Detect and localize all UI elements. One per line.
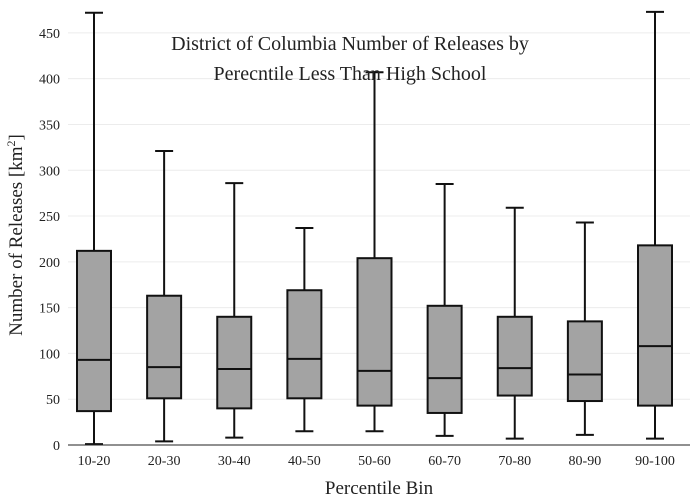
box-80-90 [566,221,603,436]
y-tick-label: 100 [39,347,60,362]
y-axis-label-close: ] [6,134,27,140]
y-tick-label: 450 [39,27,60,42]
x-tick-label: 50-60 [358,454,391,469]
x-tick-label: 70-80 [498,454,531,469]
y-tick-label: 0 [53,439,60,454]
iqr-box [76,249,112,413]
y-tick-label: 200 [39,256,60,271]
iqr-box [216,315,253,410]
box-70-80 [496,206,533,440]
box-50-60 [356,71,393,433]
y-axis-label: Number of Releases [km2] [4,134,27,336]
box-40-50 [286,226,323,433]
chart-title-line-1: District of Columbia Number of Releases … [171,33,529,55]
x-tick-label: 10-20 [78,454,111,469]
x-tick-label: 30-40 [218,454,251,469]
box-20-30 [146,150,183,443]
iqr-box [426,304,463,414]
x-tick-label: 20-30 [148,454,181,469]
iqr-box [356,257,393,407]
iqr-box [566,320,603,403]
x-tick-label: 40-50 [288,454,321,469]
box-30-40 [216,182,253,439]
y-tick-label: 50 [46,393,60,408]
y-tick-label: 300 [39,164,60,179]
x-tick-labels: 10-20 20-30 30-40 40-50 50-60 60-70 70-80 80-90… [78,454,675,469]
y-tick-labels: 0 50 100 150 200 250 300 350 400 450 [39,27,60,454]
x-axis-label: Percentile Bin [325,478,434,499]
y-tick-label: 350 [39,118,60,133]
x-tick-label: 80-90 [569,454,602,469]
iqr-box [146,294,183,400]
box-60-70 [426,183,463,437]
chart-title-line-2: Perecntile Less Than High School [214,63,487,85]
box-10-20 [76,11,112,446]
iqr-box [637,244,673,407]
y-axis-label-superscript: 2 [4,140,18,146]
boxes-layer [76,10,673,446]
y-tick-label: 400 [39,73,60,88]
x-tick-label: 60-70 [428,454,461,469]
y-tick-label: 250 [39,210,60,225]
iqr-box [286,289,323,400]
x-tick-label: 90-100 [635,454,675,469]
iqr-box [496,315,533,397]
y-axis-label-main: Number of Releases [km [6,146,27,336]
box-90-100 [637,10,673,440]
y-tick-label: 150 [39,302,60,317]
